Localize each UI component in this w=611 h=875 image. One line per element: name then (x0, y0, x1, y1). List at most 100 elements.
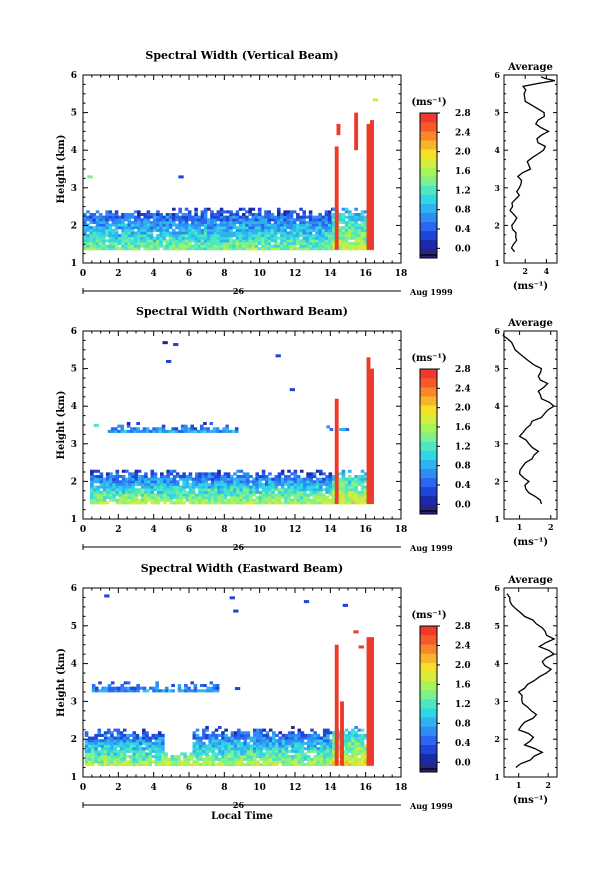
heatmap-cell (211, 733, 216, 737)
heatmap-cell (198, 482, 202, 486)
heatmap-cell (187, 689, 191, 693)
heatmap-cell (338, 480, 343, 484)
heatmap-cell (152, 226, 157, 230)
heatmap-cell (341, 501, 346, 505)
heatmap-cell (230, 731, 235, 735)
heatmap-cell (134, 490, 139, 494)
heatmap-cell (229, 247, 233, 251)
heatmap-cell (131, 477, 135, 481)
heatmap-cell (208, 763, 213, 767)
heatmap-cell (300, 763, 305, 767)
heatmap-cell (302, 231, 306, 235)
heatmap-cell (128, 477, 132, 481)
heatmap-cell (87, 757, 92, 761)
heatmap-cell (152, 429, 156, 433)
heatmap-cell (217, 760, 222, 764)
heatmap-cell (207, 244, 211, 248)
colorbar-segment (420, 158, 437, 168)
heatmap-cell (145, 739, 149, 743)
heatmap-cell (238, 244, 243, 248)
heatmap-cell (233, 477, 237, 481)
heatmap-cell (127, 239, 132, 243)
heatmap-cell (324, 234, 329, 238)
heatmap-cell (290, 482, 294, 486)
heatmap-cell (137, 475, 142, 479)
heatmap-cell (348, 247, 352, 251)
heatmap-patch (275, 354, 281, 358)
heatmap-cell (217, 480, 221, 484)
heatmap-cell (271, 480, 275, 484)
heatmap-cell (240, 736, 244, 740)
heatmap-cell (297, 757, 302, 761)
heatmap-cell (207, 475, 212, 479)
heatmap-cell (291, 755, 295, 759)
heatmap-cell (137, 247, 141, 251)
heatmap-cell (144, 475, 148, 479)
heatmap-cell (328, 482, 333, 486)
heatmap-cell (221, 733, 225, 737)
heatmap-cell (311, 236, 316, 240)
heatmap-cell (248, 226, 252, 230)
heatmap-cell (146, 226, 151, 230)
heatmap-cell (186, 760, 191, 764)
heatmap-cell (219, 215, 224, 219)
heatmap-cell (308, 215, 313, 219)
heatmap-cell (177, 684, 182, 688)
heatmap-cell (256, 736, 260, 740)
colorbar-unit: (ms⁻¹) (411, 610, 446, 621)
heatmap-cell (284, 477, 288, 481)
heatmap-cell (321, 231, 326, 235)
heatmap-cell (219, 207, 224, 211)
heatmap-cell (326, 736, 330, 740)
heatmap-cell (156, 239, 160, 243)
heatmap-cell (286, 231, 291, 235)
heatmap-cell (172, 496, 177, 500)
heatmap-cell (252, 477, 256, 481)
heatmap-cell (117, 686, 121, 690)
heatmap-cell (277, 501, 282, 505)
heatmap-cell (153, 496, 158, 500)
heatmap-cell (360, 231, 365, 235)
heatmap-cell (184, 212, 189, 217)
heatmap-cell (138, 739, 143, 743)
heatmap-spike (366, 123, 371, 250)
heatmap-cell (242, 496, 247, 500)
heatmap-cell (252, 482, 256, 486)
heatmap-cell (299, 218, 303, 222)
heatmap-cell (264, 228, 268, 232)
heatmap-cell (102, 223, 106, 227)
heatmap-cell (107, 686, 112, 690)
heatmap-cell (207, 234, 211, 238)
average-unit: (ms⁻¹) (513, 795, 548, 806)
heatmap-cell (161, 739, 165, 743)
heatmap-cell (182, 490, 186, 494)
heatmap-cell (192, 763, 197, 767)
heatmap-cell (344, 741, 349, 745)
heatmap-cell (286, 220, 291, 224)
heatmap-cell (274, 482, 279, 486)
heatmap-cell (214, 757, 219, 761)
heatmap-cell (105, 212, 109, 217)
day-label: 26 (233, 286, 245, 296)
heatmap-cell (239, 488, 244, 492)
heatmap-cell (105, 490, 110, 494)
heatmap-cell (127, 212, 132, 217)
heatmap-cell (110, 429, 115, 433)
heatmap-cell (194, 218, 198, 222)
heatmap-cell (245, 488, 250, 492)
heatmap-cell (222, 226, 227, 230)
heatmap-cell (315, 218, 319, 222)
heatmap-cell (348, 469, 352, 473)
heatmap-cell (226, 493, 231, 497)
heatmap-cell (214, 488, 218, 492)
heatmap-cell (363, 247, 368, 251)
heatmap-cell (116, 733, 121, 737)
heatmap-cell (116, 760, 121, 764)
heatmap-cell (363, 215, 368, 219)
heatmap-cell (322, 472, 326, 476)
heatmap-cell (84, 749, 89, 753)
heatmap-cell (357, 496, 362, 500)
heatmap-cell (98, 241, 103, 245)
heatmap-cell (146, 223, 151, 227)
heatmap-cell (121, 244, 125, 248)
